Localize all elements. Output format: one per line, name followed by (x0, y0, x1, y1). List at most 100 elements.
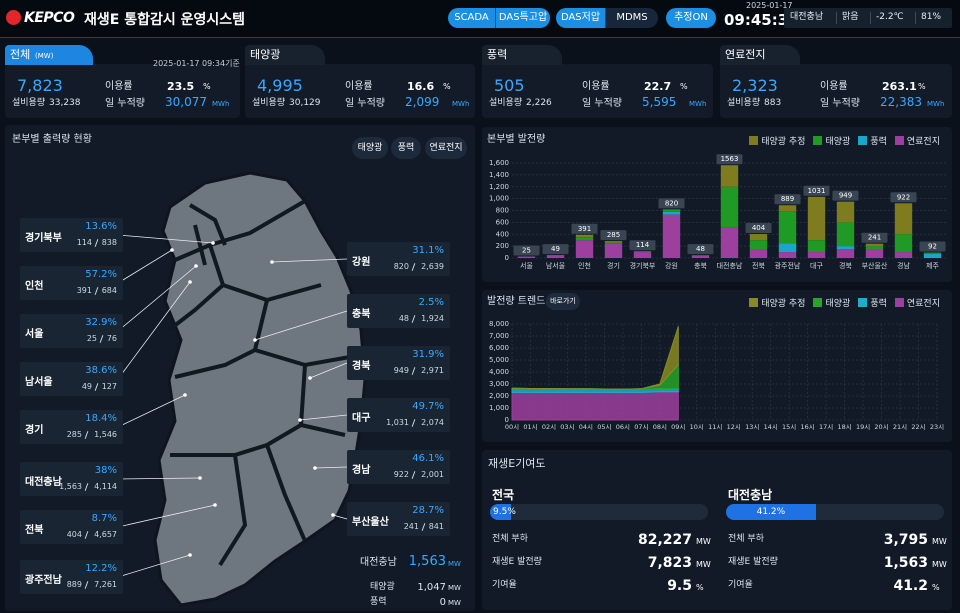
card-tab (5, 45, 93, 65)
map-dot (313, 466, 317, 470)
region-box (20, 362, 123, 396)
logo-mark (6, 10, 21, 25)
region-name: 전북 (25, 525, 44, 536)
region-box (347, 398, 450, 432)
bar-segment (865, 249, 884, 258)
region-ratio: 38.6% (85, 365, 117, 376)
nav-button[interactable]: 추정ON (666, 8, 716, 28)
bar-segment (604, 242, 623, 244)
region-output: 25 (86, 334, 97, 343)
card-title: 연료전지 (725, 48, 766, 61)
region-ratio: 49.7% (412, 401, 444, 412)
region-output: 114 (76, 238, 92, 247)
bar-segment (749, 234, 768, 241)
x-tick-label: 대전충남 (717, 261, 743, 270)
detail-value: 1,047 (417, 582, 446, 593)
total-label: 1031 (808, 187, 826, 195)
total-label-bg (716, 154, 743, 165)
x-tick-label: 03시 (560, 423, 574, 431)
card-daily: 22,383 (880, 95, 922, 109)
card-capacity-label: 설비용량 (12, 98, 46, 108)
x-tick-label: 전북 (752, 261, 765, 270)
region-box (20, 218, 123, 252)
bar-segment (604, 241, 623, 243)
bar-segment (633, 251, 652, 253)
region-box (20, 510, 123, 544)
total-label: 25 (522, 247, 531, 255)
region-name: 대구 (352, 413, 371, 424)
x-tick-label: 경기 (607, 261, 620, 270)
total-label-bg (890, 192, 917, 203)
detail-unit: MW (448, 599, 461, 607)
bar-segment (865, 246, 884, 250)
x-tick-label: 경기북부 (630, 261, 656, 270)
leader-line (299, 414, 348, 421)
region-capacity: 127 (101, 382, 117, 391)
bar-segment (778, 211, 797, 244)
bar-segment (836, 201, 855, 223)
x-tick-label: 23시 (930, 423, 944, 431)
x-tick-label: 20시 (874, 423, 888, 431)
region-box (20, 266, 123, 300)
card-capacity: 33,238 (49, 98, 81, 108)
bar-segment (517, 256, 536, 258)
row-label: 전체 부하 (728, 534, 764, 544)
weather-item: 맑음 (842, 12, 859, 22)
card-rate: 22.7 (644, 80, 672, 93)
legend-item: 연료전지 (894, 296, 940, 309)
detail-unit: MW (448, 584, 461, 592)
legend-label: 연료전지 (906, 299, 940, 309)
leader-line (309, 362, 348, 379)
y-tick-label: 800 (496, 207, 509, 215)
nav-button[interactable]: SCADA (448, 8, 496, 28)
nav-button[interactable]: DAS특고압 (496, 8, 550, 28)
y-tick-label: 600 (496, 218, 509, 226)
card-daily-unit: MWh (927, 100, 945, 108)
x-tick-label: 21시 (893, 423, 907, 431)
region-box (347, 450, 450, 484)
chart-button[interactable]: 바로가기 (546, 293, 580, 310)
card-rate-label: 이용률 (345, 81, 373, 92)
filter-button[interactable]: 연료전지 (425, 137, 467, 159)
y-tick-label: 6,000 (489, 344, 509, 352)
leader-line (117, 249, 173, 284)
bar-segment (836, 249, 855, 258)
legend-label: 풍력 (870, 299, 887, 309)
card-output: 4,995 (257, 76, 303, 95)
legend-swatch (813, 136, 823, 145)
filter-button[interactable]: 태양광 (352, 137, 388, 159)
card-title: 풍력 (487, 48, 508, 61)
x-tick-label: 02시 (542, 423, 556, 431)
card (5, 64, 240, 118)
nav-button[interactable]: DAS저압 (556, 8, 606, 28)
legend: 태양광 추정 태양광 풍력 연료전지 (749, 296, 940, 309)
x-tick-label: 광주전남 (775, 261, 801, 270)
card-rate: 23.5 (167, 80, 195, 93)
card-daily: 5,595 (642, 95, 677, 109)
region-name: 인천 (25, 281, 44, 292)
leader-line (332, 514, 348, 520)
card-daily-unit: MWh (689, 100, 707, 108)
bar-segment (691, 255, 710, 258)
region-capacity: 1,924 (421, 314, 444, 323)
total-label: 92 (928, 243, 937, 251)
y-tick-label: 1,200 (489, 183, 509, 191)
region-name: 강원 (352, 257, 371, 268)
nav-button[interactable]: MDMS (606, 8, 658, 28)
region-box (347, 294, 450, 328)
region-output: 241 (403, 522, 419, 531)
card (720, 64, 952, 118)
card-title: 전체 (10, 48, 31, 61)
card-rate-unit: % (680, 82, 688, 91)
total-label-bg (861, 232, 888, 243)
card-tab (720, 45, 800, 65)
filter-button[interactable]: 풍력 (391, 137, 421, 159)
card-output: 2,323 (732, 76, 778, 95)
region-box (20, 410, 123, 444)
bar-segment (807, 252, 826, 258)
total-label: 285 (607, 231, 620, 239)
region-borders (167, 199, 362, 567)
region-ratio: 38% (94, 465, 117, 476)
weather-item: -2.2℃ (876, 12, 904, 22)
gauge-fill (490, 504, 511, 520)
